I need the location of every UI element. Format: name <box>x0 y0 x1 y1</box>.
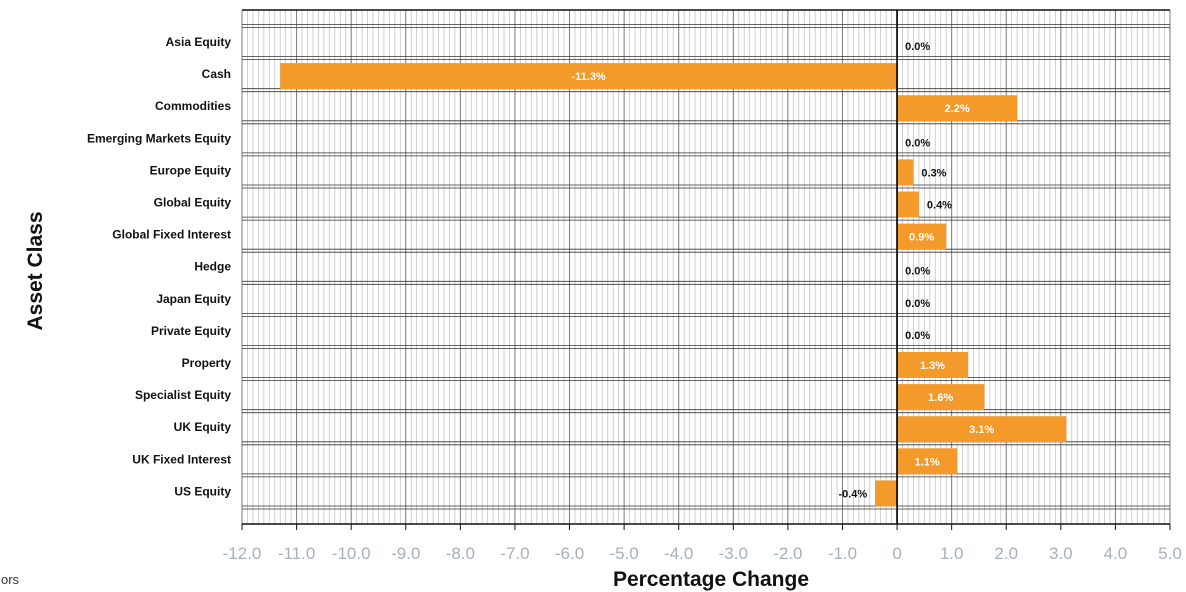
x-tick-label: -6.0 <box>555 544 584 563</box>
x-tick-label: 5.0 <box>1158 544 1182 563</box>
value-label: 0.3% <box>921 167 946 179</box>
category-label: US Equity <box>174 484 231 498</box>
x-tick-label: -2.0 <box>773 544 802 563</box>
value-label: 0.4% <box>927 200 952 212</box>
bar <box>897 192 919 218</box>
value-label: 1.3% <box>920 360 945 372</box>
category-label: UK Fixed Interest <box>132 452 231 466</box>
x-tick-label: -4.0 <box>664 544 693 563</box>
x-tick-label: 4.0 <box>1104 544 1128 563</box>
x-tick-label: 1.0 <box>940 544 964 563</box>
y-axis-title: Asset Class <box>24 211 47 330</box>
value-label: -11.3% <box>571 71 605 83</box>
x-tick-label: -3.0 <box>719 544 748 563</box>
category-label: Specialist Equity <box>135 388 231 402</box>
category-label: Property <box>182 356 232 370</box>
x-axis-title: Percentage Change <box>613 568 809 591</box>
category-label: Hedge <box>194 260 231 274</box>
x-tick-label: -8.0 <box>446 544 475 563</box>
value-label: 1.1% <box>915 456 940 468</box>
category-label: Asia Equity <box>166 35 232 49</box>
x-tick-label: -10.0 <box>332 544 371 563</box>
category-labels: Asia Equity Cash Commodities Emerging Marke… <box>87 35 231 498</box>
category-label: Cash <box>202 67 231 81</box>
value-label: 0.0% <box>905 330 930 342</box>
category-label: Private Equity <box>151 324 231 338</box>
value-label: 0.0% <box>905 298 930 310</box>
x-tick-label: -1.0 <box>828 544 857 563</box>
x-tick-label: -5.0 <box>609 544 638 563</box>
category-label: Global Equity <box>154 196 232 210</box>
value-label: 0.9% <box>909 232 934 244</box>
category-label: Europe Equity <box>150 163 232 177</box>
x-tick-label: -11.0 <box>278 544 316 563</box>
x-tick-labels: -12.0 -11.0 -10.0 -9.0 -8.0 -7.0 -6.0 -5.0 -4.0 -… <box>223 544 1182 563</box>
x-tick-label: 0 <box>892 544 901 563</box>
value-label: 2.2% <box>945 103 970 115</box>
value-label: 0.0% <box>905 266 930 278</box>
category-label: Emerging Markets Equity <box>87 131 231 145</box>
x-tick-label: -7.0 <box>500 544 529 563</box>
x-tick-label: 3.0 <box>1049 544 1073 563</box>
category-label: Commodities <box>155 99 231 113</box>
category-label: UK Equity <box>174 420 232 434</box>
footnote-text: ors <box>1 572 20 587</box>
value-label: 0.0% <box>905 41 930 53</box>
x-tick-label: 2.0 <box>994 544 1018 563</box>
x-tick-label: -9.0 <box>391 544 420 563</box>
category-label: Japan Equity <box>156 292 231 306</box>
category-label: Global Fixed Interest <box>112 228 231 242</box>
x-tick-label: -12.0 <box>223 544 262 563</box>
value-label: 3.1% <box>969 424 994 436</box>
value-label: 1.6% <box>928 392 953 404</box>
value-label: -0.4% <box>838 488 867 500</box>
value-label: 0.0% <box>905 137 930 149</box>
bar <box>897 159 913 185</box>
bar <box>875 480 897 506</box>
